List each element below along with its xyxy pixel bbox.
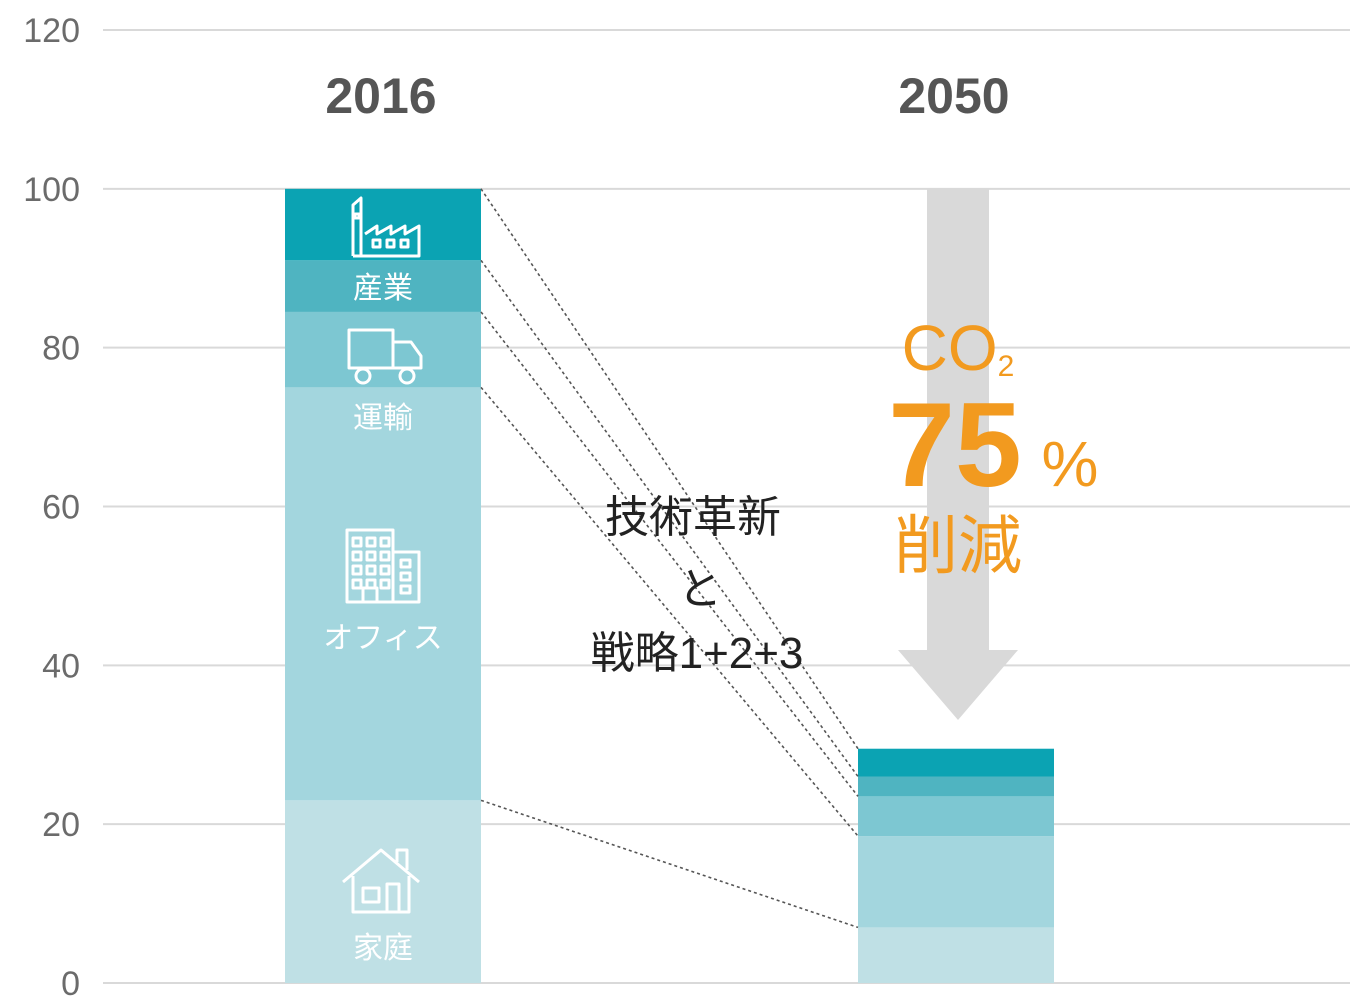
y-tick-label-0: 0 [61,965,80,1003]
segment-label-2: 運輸 [353,402,413,435]
reduction-label: 削減 [894,510,1022,582]
bar-2050-segment-4 [858,748,1054,777]
segment-labels: 家庭 オフィス 運輸 産業 [323,272,442,965]
bar-2016-segment-0 [285,800,481,983]
connector-lines [480,188,859,929]
bar-2016-segment-2 [285,311,481,388]
reduction-annotation: CO2 75 % 削減 [888,312,1098,582]
bar-2016-segment-3 [285,260,481,312]
middle-annotation: 技術革新 と 戦略1+2+3 [591,493,804,678]
y-tick-label-20: 20 [42,806,80,844]
y-tick-label-60: 60 [42,489,80,527]
y-tick-label-100: 100 [23,171,80,209]
stacked-bars [285,188,1054,983]
connector-line-5 [480,188,859,750]
reduction-arrow [898,188,1018,720]
y-tick-label-80: 80 [42,330,80,368]
reduction-value: 75 [888,378,1021,512]
middle-text-line-2: と [678,565,722,614]
connector-line-2 [480,386,859,837]
category-label-2050: 2050 [898,68,1009,124]
reduction-arrow-shape [898,188,1018,720]
truck-icon [347,328,423,385]
co2-label: CO [902,312,998,384]
y-axis-ticks: 0 20 40 60 80 100 120 [23,12,80,1003]
factory-icon [351,196,421,258]
svg-text:CO2: CO2 [902,312,1015,384]
segment-icons [342,196,423,914]
category-label-2016: 2016 [325,68,436,124]
segment-label-0: 家庭 [353,932,413,965]
bar-2016-segment-4 [285,188,481,261]
house-icon [342,848,420,914]
bar-2050-segment-1 [858,836,1054,928]
office-building-icon [345,528,421,604]
bar-2050-segment-3 [858,776,1054,797]
bar-2050-segment-2 [858,796,1054,837]
segment-label-1: オフィス [323,622,442,655]
reduction-unit: % [1042,428,1099,500]
segment-label-4: 産業 [353,272,413,305]
y-tick-label-40: 40 [42,647,80,685]
middle-text-line-3: 戦略1+2+3 [591,629,804,678]
co2-subscript: 2 [998,350,1015,383]
y-tick-label-120: 120 [23,12,80,50]
category-labels: 2016 2050 [325,68,1009,124]
connector-line-1 [480,799,859,929]
middle-text-line-1: 技術革新 [605,493,781,542]
connector-line-4 [480,259,859,777]
bar-2016-segment-1 [285,387,481,801]
bar-2050-segment-0 [858,927,1054,983]
connector-line-3 [480,311,859,797]
